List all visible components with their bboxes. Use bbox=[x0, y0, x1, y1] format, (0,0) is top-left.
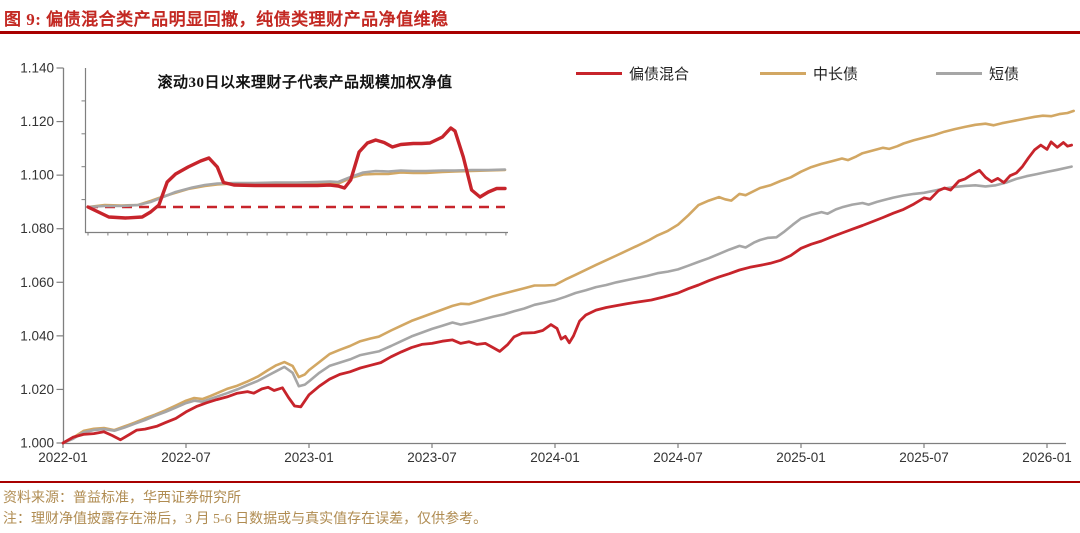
inset-series-line-1 bbox=[86, 168, 507, 209]
main-axes bbox=[62, 68, 1066, 445]
x-tick-label: 2025-07 bbox=[899, 450, 949, 465]
y-tick-label: 1.040 bbox=[20, 328, 54, 343]
series-line-2 bbox=[61, 140, 1073, 445]
y-tick-label: 1.060 bbox=[20, 275, 54, 290]
x-tick-label: 2024-01 bbox=[530, 450, 580, 465]
legend-item-pianzhai: 偏债混合 bbox=[576, 63, 689, 84]
x-tick-label: 2025-01 bbox=[776, 450, 826, 465]
x-tick-label: 2023-01 bbox=[284, 450, 334, 465]
y-tick-label: 1.000 bbox=[20, 436, 54, 451]
inset-series-line-2 bbox=[86, 126, 507, 220]
top-red-rule bbox=[0, 31, 1080, 34]
inset-axes bbox=[84, 68, 508, 234]
legend-label: 中长债 bbox=[813, 67, 859, 83]
figure-title: 图 9: 偏债混合类产品明显回撤，纯债类理财产品净值维稳 bbox=[4, 10, 449, 29]
legend-label: 短债 bbox=[989, 67, 1020, 83]
x-tick-label: 2022-07 bbox=[161, 450, 211, 465]
series-line-1 bbox=[61, 165, 1073, 445]
legend-item-duanzhai: 短债 bbox=[936, 63, 1019, 84]
bottom-red-rule bbox=[0, 481, 1080, 483]
legend-item-zhongchangzhai: 中长债 bbox=[760, 63, 858, 84]
x-tick-label: 2023-07 bbox=[407, 450, 457, 465]
y-tick-label: 1.100 bbox=[20, 168, 54, 183]
legend-swatch-tan bbox=[760, 72, 806, 75]
series-line-0 bbox=[61, 109, 1075, 445]
source-line: 资料来源：普益标准，华西证券研究所 bbox=[3, 491, 241, 506]
legend-swatch-red bbox=[576, 72, 622, 75]
y-tick-label: 1.020 bbox=[20, 382, 54, 397]
legend-label: 偏债混合 bbox=[629, 67, 690, 83]
x-tick-label: 2024-07 bbox=[653, 450, 703, 465]
x-tick-label: 2026-01 bbox=[1022, 450, 1072, 465]
x-tick-label: 2022-01 bbox=[38, 450, 88, 465]
y-tick-label: 1.140 bbox=[20, 61, 54, 76]
y-tick-label: 1.120 bbox=[20, 114, 54, 129]
inset-chart-title: 滚动30日以来理财子代表产品规模加权净值 bbox=[157, 75, 453, 91]
legend-swatch-gray bbox=[936, 72, 982, 75]
y-tick-label: 1.080 bbox=[20, 221, 54, 236]
note-line: 注：理财净值披露存在滞后，3 月 5-6 日数据或与真实值存在误差，仅供参考。 bbox=[3, 512, 488, 527]
chart-legend: 偏债混合 中长债 短债 bbox=[0, 63, 1080, 84]
